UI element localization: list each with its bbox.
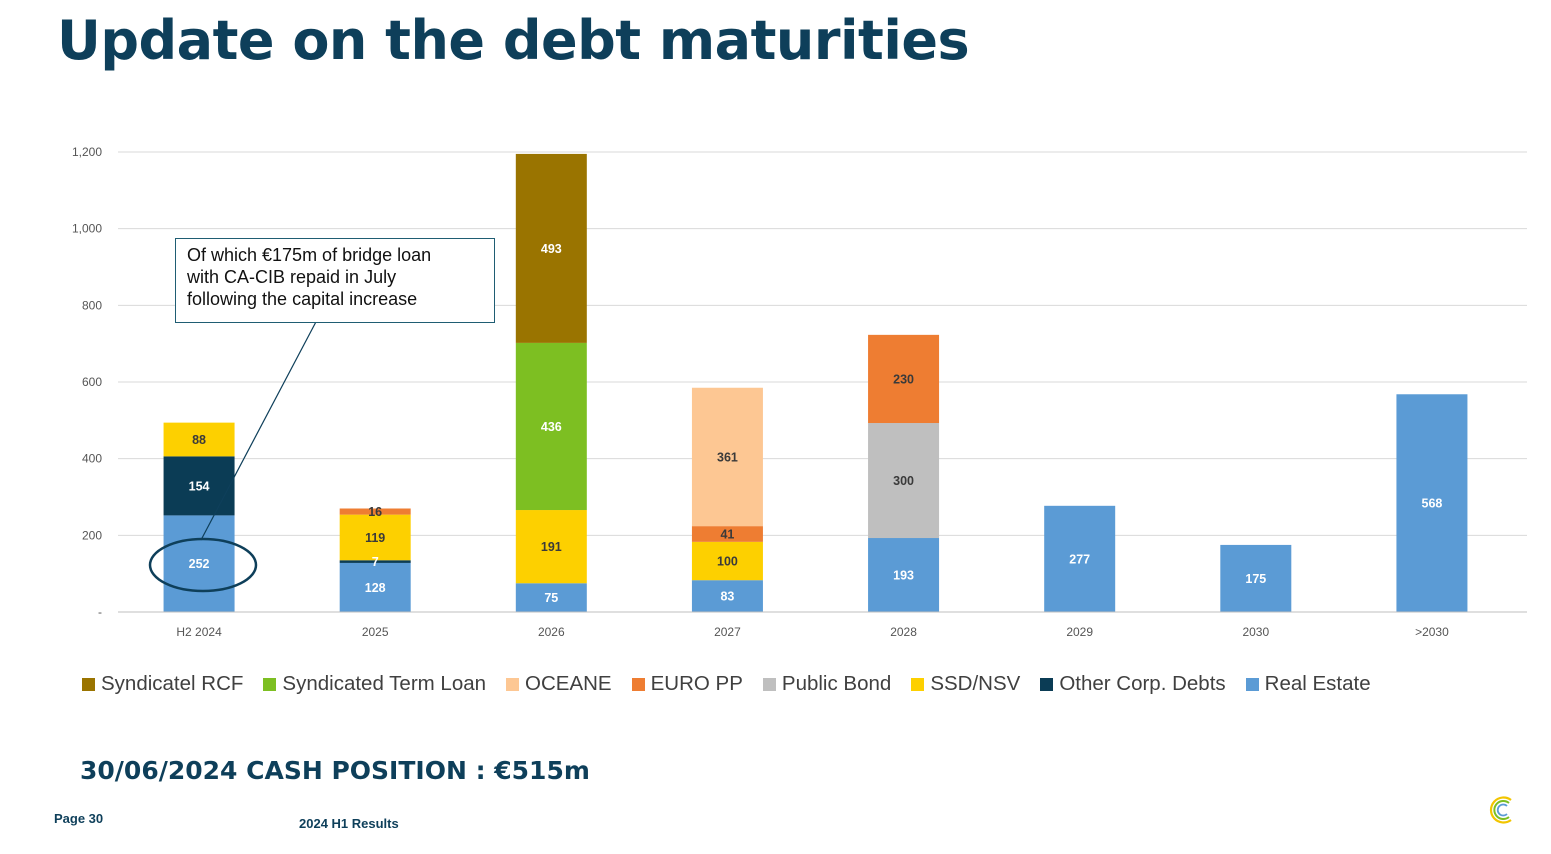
legend-label: Other Corp. Debts xyxy=(1059,672,1226,695)
data-label-other-corp-debts: 7 xyxy=(372,555,379,569)
x-tick-label: 2027 xyxy=(714,625,741,639)
bar-other-corp-debts xyxy=(339,560,411,563)
y-tick-label: 400 xyxy=(82,452,102,466)
gridlines xyxy=(118,151,1527,536)
bar-euro-pp xyxy=(339,508,411,515)
annotation-line-2: with CA-CIB repaid in July xyxy=(187,267,397,287)
legend-item-syndicatel-rcf: Syndicatel RCF xyxy=(82,672,243,696)
legend-swatch xyxy=(762,677,776,691)
bar-real-estate xyxy=(163,515,235,612)
bar-ssd-nsv xyxy=(339,514,411,561)
legend-label: SSD/NSV xyxy=(930,672,1021,695)
bars xyxy=(163,153,1468,612)
page-number: Page 30 xyxy=(54,811,104,826)
data-label-real-estate: 128 xyxy=(365,581,386,595)
y-tick-label: 200 xyxy=(82,528,102,542)
legend-item-euro-pp: EURO PP xyxy=(631,672,743,696)
legend-item-other-corp-debts: Other Corp. Debts xyxy=(1040,672,1226,696)
legend-swatch xyxy=(506,677,520,691)
y-tick-label: - xyxy=(98,605,102,619)
x-tick-label: 2026 xyxy=(538,625,565,639)
legend-swatch xyxy=(1040,677,1054,691)
legend-item-public-bond: Public Bond xyxy=(762,672,892,696)
bar-real-estate xyxy=(339,562,411,612)
legend-swatch xyxy=(911,677,925,691)
x-tick-label: 2025 xyxy=(362,625,389,639)
bar-real-estate xyxy=(1396,394,1468,612)
bar-euro-pp xyxy=(691,526,763,542)
company-logo-icon xyxy=(1489,796,1512,824)
bar-real-estate xyxy=(691,580,763,612)
x-tick-label: 2029 xyxy=(1066,625,1093,639)
bar-real-estate xyxy=(868,538,940,612)
data-label-public-bond: 300 xyxy=(893,474,914,488)
data-label-real-estate: 83 xyxy=(720,590,734,604)
data-label-real-estate: 75 xyxy=(544,591,558,605)
bar-oceane xyxy=(691,387,763,527)
bar-other-corp-debts xyxy=(163,456,235,516)
data-label-real-estate: 568 xyxy=(1422,497,1443,511)
legend-item-real-estate: Real Estate xyxy=(1245,672,1371,696)
x-tick-label: >2030 xyxy=(1415,625,1449,639)
legend-item-ssd-nsv: SSD/NSV xyxy=(911,672,1020,696)
x-tick-label: 2028 xyxy=(890,625,917,639)
legend-label: Public Bond xyxy=(781,672,892,695)
footer-title: 2024 H1 Results xyxy=(299,816,399,831)
data-label-real-estate: 175 xyxy=(1245,572,1266,586)
bar-real-estate xyxy=(1220,544,1292,612)
data-label-euro-pp: 230 xyxy=(893,372,914,386)
legend-item-oceane: OCEANE xyxy=(506,672,612,696)
bar-syndicated-term-loan xyxy=(515,342,587,511)
legend-label: Syndicated Term Loan xyxy=(282,672,487,695)
y-tick-label: 1,200 xyxy=(72,145,102,159)
callout-highlight-ellipse xyxy=(148,537,258,593)
bar-real-estate xyxy=(515,583,587,612)
data-label-real-estate: 252 xyxy=(189,557,210,571)
data-label-ssd-nsv: 119 xyxy=(365,531,385,545)
data-label-syndicated-term-loan: 436 xyxy=(541,420,562,434)
data-label-oceane: 361 xyxy=(717,450,738,464)
data-label-ssd-nsv: 100 xyxy=(717,555,738,569)
page-title: Update on the debt maturities xyxy=(57,9,970,72)
axes: - 200 400 600 800 1,000 1,200 H2 2024 2025 2026 20… xyxy=(72,145,1527,639)
bar-ssd-nsv xyxy=(691,541,763,581)
y-tick-label: 600 xyxy=(82,375,102,389)
bar-ssd-nsv xyxy=(163,422,235,457)
legend-label: OCEANE xyxy=(525,672,612,695)
legend-label: EURO PP xyxy=(650,672,743,695)
legend-label: Real Estate xyxy=(1264,672,1371,695)
bar-euro-pp xyxy=(868,334,940,424)
callout xyxy=(148,317,319,593)
data-label-euro-pp: 41 xyxy=(720,527,734,541)
cash-position: 30/06/2024 CASH POSITION : €515m xyxy=(80,756,590,785)
data-label-syndicatel-rcf: 493 xyxy=(541,242,562,256)
y-tick-label: 800 xyxy=(82,298,102,312)
data-label-euro-pp: 16 xyxy=(368,505,382,519)
debt-maturity-chart: 252 154 88 128 7 119 16 75 191 436 493 83 100 41 361 19… xyxy=(72,145,1527,639)
annotation-line-3: following the capital increase xyxy=(187,289,418,309)
data-label-other-corp-debts: 154 xyxy=(189,479,210,493)
legend-item-syndicated-term-loan: Syndicated Term Loan xyxy=(263,672,486,696)
legend-swatch xyxy=(631,677,645,691)
data-label-ssd-nsv: 88 xyxy=(192,433,206,447)
data-label-real-estate: 193 xyxy=(893,569,914,583)
value-labels: 252 154 88 128 7 119 16 75 191 436 493 83 100 41 361 19… xyxy=(189,242,1443,605)
legend-label: Syndicatel RCF xyxy=(101,672,244,695)
annotation-box: Of which €175m of bridge loan with CA-CI… xyxy=(175,238,495,323)
legend-swatch xyxy=(263,677,277,691)
data-label-ssd-nsv: 191 xyxy=(541,540,562,554)
annotation-line-1: Of which €175m of bridge loan xyxy=(187,245,432,265)
callout-leader-line xyxy=(200,317,319,541)
bar-ssd-nsv xyxy=(515,510,587,584)
bar-real-estate xyxy=(1044,505,1116,612)
x-tick-label: 2030 xyxy=(1242,625,1269,639)
y-tick-label: 1,000 xyxy=(72,222,102,236)
x-tick-label: H2 2024 xyxy=(176,625,222,639)
data-label-real-estate: 277 xyxy=(1069,552,1090,566)
legend-swatch xyxy=(82,677,95,691)
chart-legend: Syndicatel RCF Syndicated Term Loan OCEANE… xyxy=(82,672,1391,696)
legend-swatch xyxy=(1245,677,1259,691)
bar-syndicatel-rcf xyxy=(515,153,587,343)
bar-public-bond xyxy=(868,423,940,539)
